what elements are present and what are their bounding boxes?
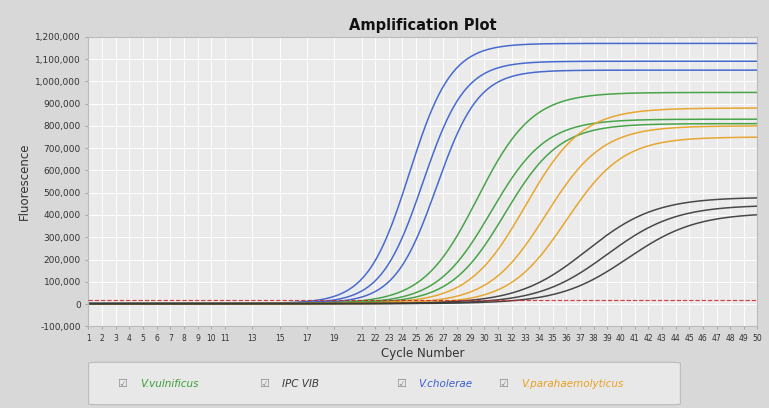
Text: V.vulnificus: V.vulnificus — [140, 379, 198, 388]
Text: V.cholerae: V.cholerae — [418, 379, 473, 388]
Text: ☑: ☑ — [117, 379, 127, 388]
Text: ☑: ☑ — [498, 379, 508, 388]
Text: ☑: ☑ — [396, 379, 406, 388]
X-axis label: Cycle Number: Cycle Number — [381, 347, 464, 360]
Text: IPC VIB: IPC VIB — [282, 379, 319, 388]
Text: V.parahaemolyticus: V.parahaemolyticus — [521, 379, 624, 388]
FancyBboxPatch shape — [88, 362, 681, 405]
Title: Amplification Plot: Amplification Plot — [349, 18, 497, 33]
Y-axis label: Fluorescence: Fluorescence — [18, 143, 31, 220]
Text: ☑: ☑ — [259, 379, 269, 388]
